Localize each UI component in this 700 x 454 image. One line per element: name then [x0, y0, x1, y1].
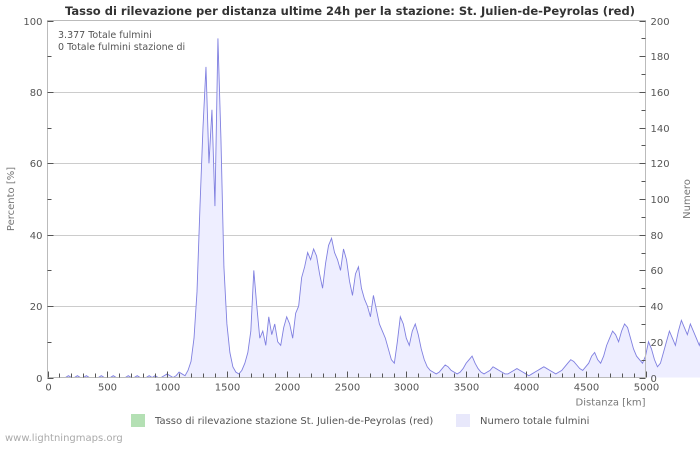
x-tick-label: 1000 [155, 383, 180, 394]
x-tick-label: 5000 [634, 383, 659, 394]
legend-label-detection-rate: Tasso di rilevazione stazione St. Julien… [154, 416, 433, 427]
legend-label-total-lightning: Numero totale fulmini [480, 416, 589, 427]
y-tick-label-right: 140 [651, 124, 670, 135]
y-axis-left: 0 20 40 60 80 100 [23, 17, 53, 385]
y-tick-label-right: 200 [651, 17, 670, 28]
y-tick-label-right: 120 [651, 159, 670, 170]
x-axis-title: Distanza [km] [576, 398, 646, 409]
y-tick-label-right: 160 [651, 88, 670, 99]
watermark: www.lightningmaps.org [5, 433, 123, 444]
x-tick-label: 1500 [215, 383, 240, 394]
x-tick-label: 4000 [514, 383, 539, 394]
annotation-total-lightning: 3.377 Totale fulmini [58, 30, 152, 41]
x-tick-label: 2500 [335, 383, 360, 394]
y-tick-label-right: 180 [651, 52, 670, 63]
legend-swatch-detection-rate [131, 414, 145, 427]
page-title: Tasso di rilevazione per distanza ultime… [65, 4, 635, 18]
y-tick-label-right: 80 [651, 231, 664, 242]
y-tick-label-left: 0 [36, 374, 42, 385]
y-tick-label-left: 20 [30, 302, 43, 313]
x-tick-label: 500 [98, 383, 117, 394]
y-axis-right-title: Numero [682, 179, 693, 219]
annotation-station-lightning: 0 Totale fulmini stazione di [58, 42, 185, 53]
y-tick-label-left: 100 [23, 17, 42, 28]
total-lightning-area [48, 38, 700, 377]
x-tick-label: 4500 [574, 383, 599, 394]
y-tick-label-right: 40 [651, 302, 664, 313]
series-layer [48, 38, 700, 377]
x-tick-label: 3500 [454, 383, 479, 394]
x-tick-label: 0 [45, 383, 51, 394]
y-tick-label-left: 80 [30, 88, 43, 99]
legend-swatch-total-lightning [456, 414, 470, 427]
y-tick-label-right: 20 [651, 338, 664, 349]
x-tick-label: 2000 [275, 383, 300, 394]
y-tick-label-left: 60 [30, 159, 43, 170]
y-tick-label-right: 60 [651, 266, 664, 277]
chart-legend: Tasso di rilevazione stazione St. Julien… [131, 414, 589, 427]
x-tick-label: 3000 [394, 383, 419, 394]
y-tick-label-left: 40 [30, 231, 43, 242]
y-tick-label-right: 100 [651, 195, 670, 206]
y-axis-left-title: Percento [%] [6, 167, 17, 231]
